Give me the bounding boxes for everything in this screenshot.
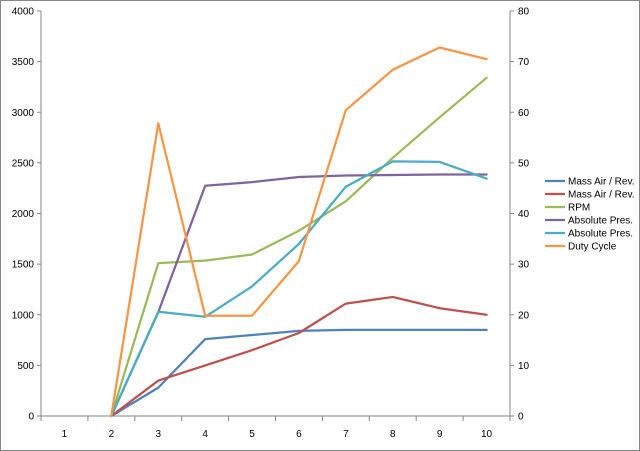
left-tick-label: 1000 [12,310,35,321]
x-tick-label: 10 [481,429,493,440]
right-axis: 0 10 20 30 40 50 60 70 80 [509,7,530,423]
x-tick-label: 3 [155,429,161,440]
right-tick-label: 20 [518,310,530,321]
x-tick-label: 2 [109,429,115,440]
left-tick-label: 4000 [12,7,35,18]
legend-label: Duty Cycle [568,242,617,253]
legend: Mass Air / Rev. Mass Air / Rev. RPM Absolut… [545,177,635,253]
right-tick-label: 40 [518,209,530,220]
series-line-6 [110,46,488,418]
x-tick-label: 5 [249,429,255,440]
legend-label: Absolute Pres. [568,216,633,227]
x-tick-label: 1 [62,429,68,440]
x-tick-label: 7 [343,429,349,440]
left-tick-label: 2500 [12,158,35,169]
x-tick-label: 6 [296,429,302,440]
legend-label: RPM [568,203,590,214]
right-tick-label: 0 [518,412,524,423]
right-tick-label: 70 [518,57,530,68]
right-tick-label: 80 [518,7,530,18]
series-lines [110,46,488,418]
left-tick-label: 3000 [12,108,35,119]
x-tick-label: 9 [437,429,443,440]
right-tick-label: 50 [518,158,530,169]
left-tick-label: 0 [28,412,34,423]
series-line-1 [110,328,488,418]
left-tick-label: 1500 [12,260,35,271]
right-tick-label: 60 [518,108,530,119]
right-tick-label: 10 [518,361,530,372]
series-line-3 [110,76,488,418]
left-axis: 0 500 1000 1500 2000 2500 3000 3500 4000 [12,7,42,423]
right-tick-label: 30 [518,260,530,271]
left-tick-label: 3500 [12,57,35,68]
series-line-2 [110,295,488,418]
plot-background [41,11,510,416]
left-tick-label: 2000 [12,209,35,220]
left-tick-label: 500 [17,361,34,372]
x-tick-label: 8 [390,429,396,440]
x-axis: 1 2 3 4 5 6 7 8 9 10 [40,415,511,440]
legend-label: Mass Air / Rev. [568,190,635,201]
series-line-4 [110,173,488,418]
x-tick-label: 4 [202,429,208,440]
legend-label: Absolute Pres. [568,229,633,240]
plot-area [41,11,510,416]
legend-label: Mass Air / Rev. [568,177,635,188]
series-line-5 [110,160,488,418]
